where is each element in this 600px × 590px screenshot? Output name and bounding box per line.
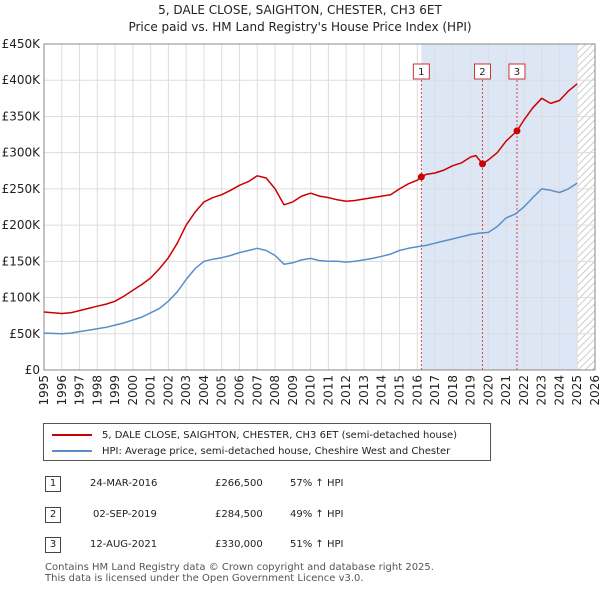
x-tick-label: 1996 xyxy=(55,375,69,406)
transaction-hpi-change: 49% ↑ HPI xyxy=(290,509,344,520)
legend-swatch-hpi xyxy=(52,450,92,452)
x-tick-label: 2004 xyxy=(197,375,211,406)
x-tick-label: 1999 xyxy=(108,375,122,406)
x-tick-label: 2025 xyxy=(570,375,584,406)
sale-marker-label: 2 xyxy=(479,67,485,78)
legend-item-property: 5, DALE CLOSE, SAIGHTON, CHESTER, CH3 6E… xyxy=(52,427,457,443)
sale-point xyxy=(417,173,425,181)
x-tick-label: 2009 xyxy=(286,375,300,406)
chart-legend: 5, DALE CLOSE, SAIGHTON, CHESTER, CH3 6E… xyxy=(43,423,491,461)
y-tick-label: £300K xyxy=(2,146,42,160)
sale-marker-box xyxy=(473,63,491,80)
x-tick-label: 2006 xyxy=(233,375,247,406)
x-tick-label: 2005 xyxy=(215,375,229,406)
x-tick-label: 2023 xyxy=(535,375,549,406)
series-line-hpi xyxy=(43,182,578,335)
y-tick-label: £50K xyxy=(9,327,41,341)
sale-marker-box xyxy=(508,63,526,80)
x-tick-label: 2016 xyxy=(410,375,424,406)
x-tick-label: 2022 xyxy=(517,375,531,406)
y-tick-label: £100K xyxy=(2,291,42,305)
sale-marker-label: 1 xyxy=(418,67,424,78)
x-tick-label: 2018 xyxy=(446,375,460,406)
chart-subtitle: Price paid vs. HM Land Registry's House … xyxy=(128,20,472,34)
y-tick-label: £0 xyxy=(25,363,40,377)
x-tick-label: 2011 xyxy=(321,375,335,406)
transaction-price: £266,500 xyxy=(215,478,263,489)
x-tick-label: 2002 xyxy=(161,375,175,406)
transaction-hpi-change: 57% ↑ HPI xyxy=(290,478,344,489)
footer-copyright: Contains HM Land Registry data © Crown c… xyxy=(45,562,434,573)
x-tick-label: 2000 xyxy=(126,375,140,406)
x-tick-label: 2020 xyxy=(481,375,495,406)
x-tick-label: 2021 xyxy=(499,375,513,406)
x-tick-label: 1998 xyxy=(90,375,104,406)
price-chart: £0 £50K £100K £150K £200K £250K £300K £350K £400… xyxy=(2,37,600,406)
x-tick-label: 2017 xyxy=(428,375,442,406)
legend-label-hpi: HPI: Average price, semi-detached house,… xyxy=(102,445,451,457)
x-tick-label: 2010 xyxy=(304,375,318,406)
y-tick-label: £150K xyxy=(2,254,42,268)
series-line-property xyxy=(43,83,578,315)
chart-title: 5, DALE CLOSE, SAIGHTON, CHESTER, CH3 6E… xyxy=(158,3,442,17)
x-tick-label: 2024 xyxy=(552,375,566,406)
x-tick-label: 2003 xyxy=(179,375,193,406)
legend-label-property: 5, DALE CLOSE, SAIGHTON, CHESTER, CH3 6E… xyxy=(102,429,458,441)
x-tick-label: 2012 xyxy=(339,375,353,406)
transaction-number: 2 xyxy=(45,507,61,523)
forecast-hatch xyxy=(577,44,595,370)
transaction-number: 3 xyxy=(45,537,61,553)
x-tick-label: 2014 xyxy=(375,375,389,406)
y-tick-label: £400K xyxy=(2,73,42,87)
sale-marker-box xyxy=(412,63,430,80)
transaction-price: £330,000 xyxy=(215,539,263,550)
x-tick-label: 2001 xyxy=(144,375,158,406)
x-tick-label: 2026 xyxy=(588,375,600,406)
plot-frame xyxy=(43,43,596,371)
x-tick-label: 1995 xyxy=(37,375,51,406)
y-tick-label: £200K xyxy=(2,218,42,232)
legend-swatch-property xyxy=(52,434,92,436)
transaction-date: 02-SEP-2019 xyxy=(93,509,157,520)
x-tick-label: 2015 xyxy=(392,375,406,406)
x-tick-label: 2008 xyxy=(268,375,282,406)
sale-point xyxy=(478,160,486,168)
x-tick-label: 2019 xyxy=(464,375,478,406)
transaction-date: 24-MAR-2016 xyxy=(90,478,158,489)
y-tick-label: £350K xyxy=(2,109,42,123)
legend-item-hpi: HPI: Average price, semi-detached house,… xyxy=(52,443,450,459)
transaction-hpi-change: 51% ↑ HPI xyxy=(290,539,344,550)
transaction-date: 12-AUG-2021 xyxy=(90,539,158,550)
transaction-price: £284,500 xyxy=(215,509,263,520)
y-tick-label: £250K xyxy=(2,182,42,196)
sale-point xyxy=(513,127,521,135)
y-tick-label: £450K xyxy=(2,37,42,51)
x-tick-label: 2007 xyxy=(250,375,264,406)
shaded-period xyxy=(421,44,578,370)
sale-marker-label: 3 xyxy=(514,67,520,78)
footer-licence: This data is licensed under the Open Gov… xyxy=(45,573,364,584)
transaction-number: 1 xyxy=(45,476,61,492)
x-tick-label: 1997 xyxy=(73,375,87,406)
x-tick-label: 2013 xyxy=(357,375,371,406)
